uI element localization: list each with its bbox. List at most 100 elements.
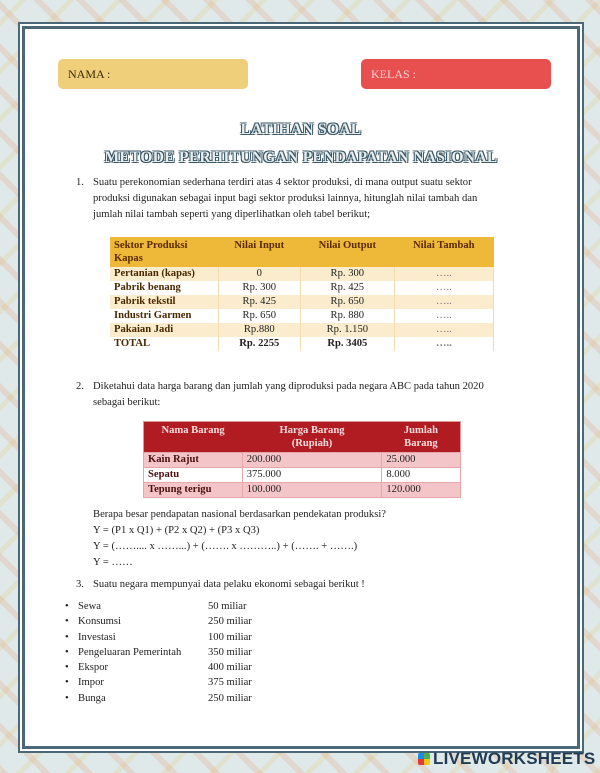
sector-table: Sektor Produksi Kapas Nilai Input Nilai … <box>110 237 495 351</box>
text-line: produksi digunakan sebagai input bagi se… <box>93 193 478 204</box>
item-label: Konsumsi <box>78 616 121 628</box>
header-cell: Jumlah Barang <box>381 421 461 453</box>
item-value: 50 miliar <box>208 601 247 612</box>
table-row: Industri Garmen Rp. 650 Rp. 880….. <box>110 309 495 323</box>
table-row: Pakaian Jadi Rp.880 Rp. 1.150….. <box>110 323 495 337</box>
header-cell: Nilai Input <box>218 237 301 267</box>
table-cell: Rp. 650 <box>218 309 302 323</box>
item-value: 250 miliar <box>208 692 252 704</box>
table-cell: ….. <box>394 295 495 309</box>
table-row: TOTAL Rp. 2255 Rp. 3405….. <box>110 337 495 351</box>
table-cell: 375.000 <box>241 467 383 483</box>
table-cell: Rp. 880 <box>300 309 395 323</box>
text-line: Diketahui data harga barang dan jumlah y… <box>93 381 484 392</box>
item-value: 400 miliar <box>208 662 252 674</box>
question-2: 2. Diketahui data harga barang dan jumla… <box>76 379 573 411</box>
table-cell: ….. <box>394 309 495 323</box>
list-item: Investasi 100 miliar <box>65 630 252 646</box>
list-item: Impor 375 miliar <box>65 675 252 691</box>
table-cell: Pakaian Jadi <box>110 323 219 337</box>
kelas-field[interactable]: KELAS : <box>361 59 551 89</box>
goods-table: Nama Barang Harga Barang (Rupiah) Jumlah… <box>143 421 461 498</box>
table-row: Pabrik benang Rp. 300 Rp. 425….. <box>110 281 495 295</box>
text-line: Suatu perekonomian sederhana terdiri ata… <box>93 177 472 188</box>
item-value: 375 miliar <box>208 677 252 689</box>
table-cell: Rp. 425 <box>218 295 302 309</box>
list-item: Pengeluaran Pemerintah 350 miliar <box>65 645 252 661</box>
table-cell: 200.000 <box>241 452 383 468</box>
table-cell: Rp.880 <box>218 323 302 337</box>
table-cell: Rp. 300 <box>300 267 395 281</box>
table-cell: TOTAL <box>110 337 219 351</box>
table-cell: Pertanian (kapas) <box>110 267 219 281</box>
question-number: 2. <box>76 381 84 392</box>
list-item: Sewa 50 miliar <box>65 599 252 615</box>
table-row: Pabrik tekstil Rp. 425 Rp. 650….. <box>110 295 495 309</box>
economic-data-list: Sewa 50 miliar Konsumsi 250 miliar Investasi… <box>65 599 252 706</box>
table-cell: Rp. 1.150 <box>300 323 395 337</box>
header-cell: Nilai Output <box>300 237 395 267</box>
table-cell: Rp. 2255 <box>218 337 302 351</box>
item-label: Investasi <box>78 631 116 643</box>
table-cell: 0 <box>218 267 302 281</box>
table-cell: ….. <box>394 323 495 337</box>
question-1: 1. Suatu perekonomian sederhana terdiri … <box>76 175 563 223</box>
item-label: Impor <box>78 677 104 689</box>
table-cell: 8.000 <box>381 467 461 483</box>
table-cell: 25.000 <box>381 452 461 468</box>
item-label: Ekspor <box>78 662 109 674</box>
item-value: 250 miliar <box>208 616 252 628</box>
table-cell: 120.000 <box>381 482 461 498</box>
item-label: Bunga <box>78 692 106 704</box>
item-value: 350 miliar <box>208 646 252 658</box>
header-cell: Nama Barang <box>143 421 243 453</box>
header-cell: Harga Barang (Rupiah) <box>242 421 382 453</box>
table-row: Sepatu 375.000 8.000 <box>143 467 461 483</box>
header-cell: Sektor Produksi Kapas <box>110 237 218 267</box>
text-line: Berapa besar pendapatan nasional berdasa… <box>93 509 386 520</box>
text-line: jumlah nilai tambah seperti yang diperli… <box>93 209 371 220</box>
logo-icon <box>418 753 430 765</box>
table-cell: ….. <box>394 337 495 351</box>
title-line2: METODE PERHITUNGAN PENDAPATAN NASIONAL <box>104 149 498 166</box>
list-item: Konsumsi 250 miliar <box>65 614 252 630</box>
table-cell: ….. <box>394 267 495 281</box>
nama-field[interactable]: NAMA : <box>58 59 248 89</box>
table-cell: Rp. 650 <box>300 295 395 309</box>
list-item: Bunga 250 miliar <box>65 691 252 707</box>
table-cell: Kain Rajut <box>143 452 243 468</box>
question-number: 1. <box>76 177 84 188</box>
table-cell: ….. <box>394 281 495 295</box>
table-cell: 100.000 <box>241 482 383 498</box>
text-line: sebagai berikut: <box>93 397 161 408</box>
worksheet-page: NAMA : KELAS : LATIHAN SOAL METODE PERHI… <box>22 26 580 749</box>
liveworksheets-logo: LIVEWORKSHEETS <box>418 749 595 769</box>
nama-label: NAMA : <box>68 67 111 81</box>
table-row: Kain Rajut 200.000 25.000 <box>143 452 461 468</box>
table-row: Pertanian (kapas) 0 Rp. 300….. <box>110 267 495 281</box>
title-line1: LATIHAN SOAL <box>240 121 362 138</box>
kelas-label: KELAS : <box>371 67 416 81</box>
question-3: 3. Suatu negara mempunyai data pelaku ek… <box>76 577 563 593</box>
table-cell: Pabrik tekstil <box>110 295 219 309</box>
question-2-prompt: Berapa besar pendapatan nasional berdasa… <box>93 507 563 571</box>
table-cell: Tepung terigu <box>143 482 243 498</box>
header-cell: Nilai Tambah <box>394 237 494 267</box>
table-cell: Sepatu <box>143 467 243 483</box>
table-cell: Rp. 3405 <box>300 337 395 351</box>
formula-line: Y = (…….... x ……...) + (……. x ………..) + (… <box>93 541 358 552</box>
formula-line: Y = (P1 x Q1) + (P2 x Q2) + (P3 x Q3) <box>93 525 260 536</box>
list-item: Ekspor 400 miliar <box>65 660 252 676</box>
table-cell: Rp. 300 <box>218 281 302 295</box>
table-cell: Pabrik benang <box>110 281 219 295</box>
item-label: Sewa <box>78 601 101 612</box>
text-line: Suatu negara mempunyai data pelaku ekono… <box>93 579 365 590</box>
table-row: Tepung terigu 100.000 120.000 <box>143 482 461 498</box>
table-cell: Industri Garmen <box>110 309 219 323</box>
question-number: 3. <box>76 579 84 590</box>
item-value: 100 miliar <box>208 631 252 643</box>
item-label: Pengeluaran Pemerintah <box>78 646 182 658</box>
logo-text: LIVEWORKSHEETS <box>433 749 596 768</box>
table-cell: Rp. 425 <box>300 281 395 295</box>
formula-line: Y = …… <box>93 557 133 568</box>
